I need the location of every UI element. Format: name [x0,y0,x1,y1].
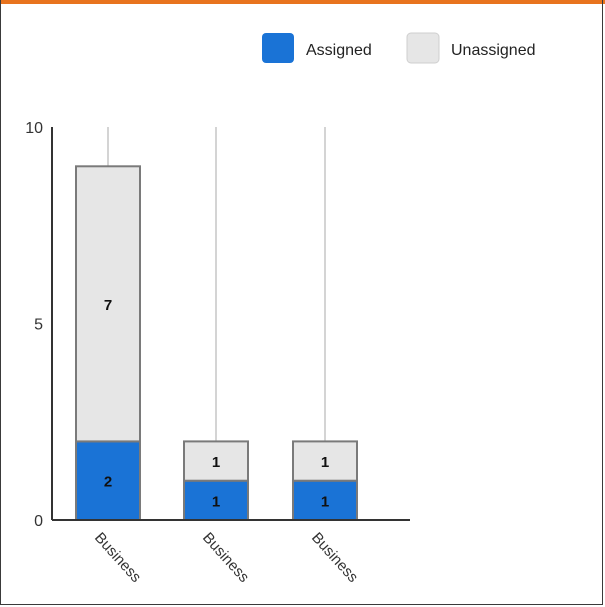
bar-segment-assigned[interactable] [75,440,141,521]
bar-group: 2 7 1 1 1 1 [75,165,358,522]
data-label: 7 [104,297,112,314]
legend-label-unassigned[interactable]: Unassigned [451,42,536,59]
data-label: 1 [212,493,220,510]
bar-segment-unassigned[interactable] [183,440,249,482]
data-label: 2 [104,474,112,491]
x-tick-labels: Business Business Business [91,529,361,586]
x-tick-label: Business [308,529,361,586]
legend: Assigned Unassigned [262,32,536,64]
legend-swatch-assigned[interactable] [262,33,294,63]
legend-label-assigned[interactable]: Assigned [306,42,372,59]
x-tick-label: Business [199,529,252,586]
legend-swatch-unassigned[interactable] [406,32,440,64]
y-tick-label: 5 [34,317,43,334]
data-label: 1 [321,493,329,510]
y-tick-label: 0 [34,513,43,530]
bar-segment-assigned[interactable] [292,479,358,522]
y-tick-label: 10 [25,120,43,137]
y-tick-labels: 0 5 10 [25,120,43,530]
bar-segment-unassigned[interactable] [75,165,141,443]
data-label: 1 [321,454,329,471]
axes [51,127,410,521]
data-label: 1 [212,454,220,471]
x-tick-label: Business [91,529,144,586]
bar-segment-unassigned[interactable] [292,440,358,482]
top-accent-bar [0,0,605,4]
